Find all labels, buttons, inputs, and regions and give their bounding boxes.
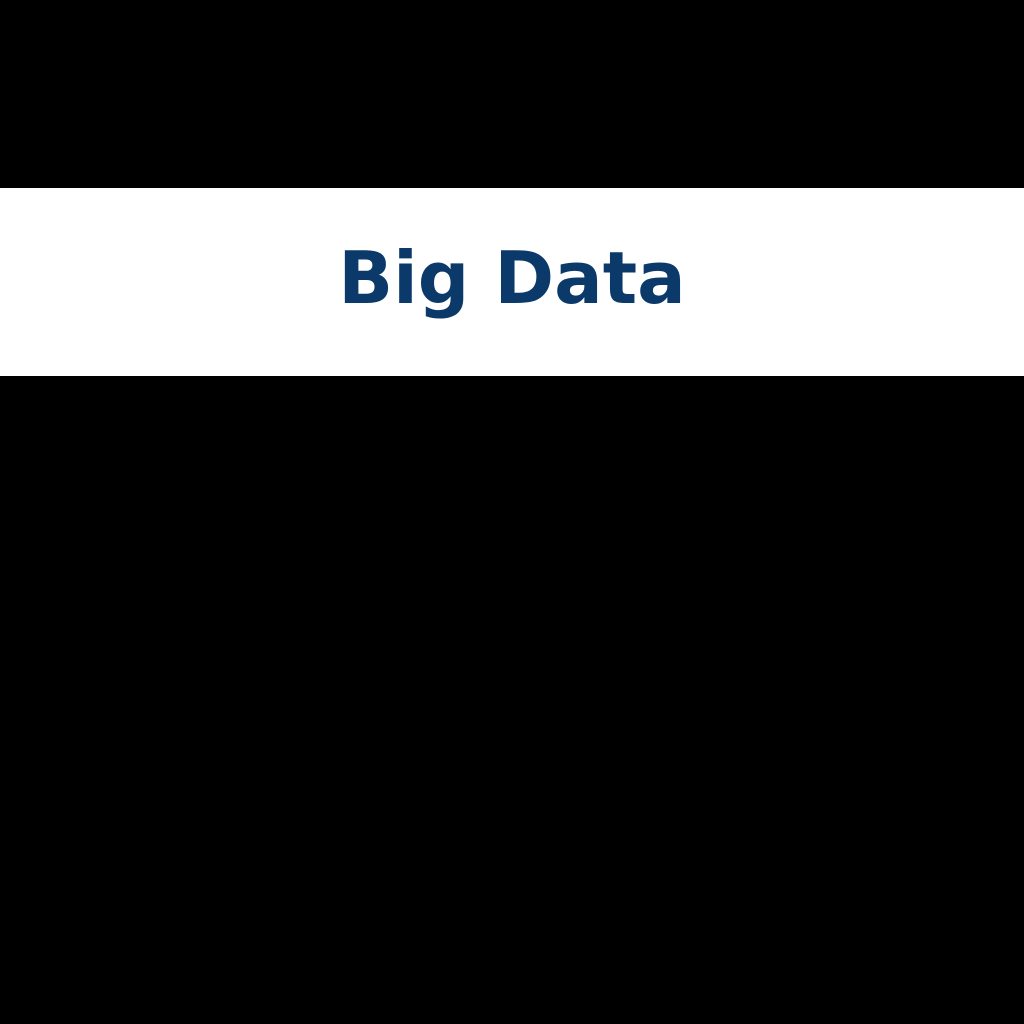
page-title: Big Data bbox=[338, 236, 686, 320]
title-banner: Big Data bbox=[0, 188, 1024, 376]
